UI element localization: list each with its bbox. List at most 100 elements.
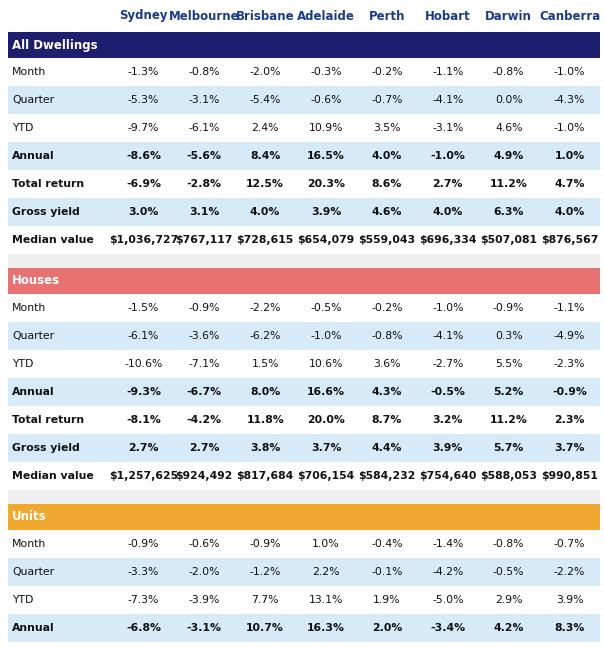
Text: 2.2%: 2.2%: [312, 567, 340, 577]
Text: -4.2%: -4.2%: [187, 415, 222, 425]
Text: -1.0%: -1.0%: [554, 123, 585, 133]
Text: 2.7%: 2.7%: [189, 443, 220, 453]
Text: 3.8%: 3.8%: [250, 443, 280, 453]
Text: 7.7%: 7.7%: [251, 595, 279, 605]
Bar: [8, 462, 600, 490]
Text: -3.9%: -3.9%: [188, 595, 220, 605]
Text: $696,334: $696,334: [419, 235, 477, 245]
Bar: [8, 198, 600, 226]
Text: 16.5%: 16.5%: [307, 151, 345, 161]
Text: $767,117: $767,117: [176, 235, 233, 245]
Text: $588,053: $588,053: [480, 471, 537, 481]
Text: -1.0%: -1.0%: [310, 331, 342, 341]
Text: 3.7%: 3.7%: [554, 443, 585, 453]
Text: 2.3%: 2.3%: [554, 415, 585, 425]
Text: 5.2%: 5.2%: [493, 387, 524, 397]
Text: -0.7%: -0.7%: [554, 539, 585, 549]
Text: -1.2%: -1.2%: [249, 567, 281, 577]
Text: 0.0%: 0.0%: [495, 95, 522, 105]
Bar: [8, 614, 600, 642]
Bar: [8, 490, 600, 504]
Text: 20.0%: 20.0%: [307, 415, 345, 425]
Text: $1,036,727: $1,036,727: [109, 235, 178, 245]
Text: $559,043: $559,043: [358, 235, 416, 245]
Text: -4.1%: -4.1%: [432, 95, 463, 105]
Text: 1.5%: 1.5%: [251, 359, 279, 369]
Text: 3.2%: 3.2%: [432, 415, 463, 425]
Text: -0.3%: -0.3%: [310, 67, 342, 77]
Text: 11.8%: 11.8%: [246, 415, 284, 425]
Text: 2.7%: 2.7%: [432, 179, 463, 189]
Text: 3.0%: 3.0%: [128, 207, 159, 217]
Text: -0.5%: -0.5%: [431, 387, 465, 397]
Text: -7.1%: -7.1%: [188, 359, 220, 369]
Text: Canberra: Canberra: [539, 10, 600, 23]
Text: Total return: Total return: [12, 415, 84, 425]
Text: -6.8%: -6.8%: [126, 623, 161, 633]
Text: -0.8%: -0.8%: [188, 67, 220, 77]
Text: 8.4%: 8.4%: [250, 151, 280, 161]
Text: 16.3%: 16.3%: [307, 623, 345, 633]
Text: Quarter: Quarter: [12, 95, 54, 105]
Text: -3.4%: -3.4%: [430, 623, 465, 633]
Text: 20.3%: 20.3%: [307, 179, 345, 189]
Text: 8.0%: 8.0%: [250, 387, 280, 397]
Text: -9.3%: -9.3%: [126, 387, 161, 397]
Text: -1.1%: -1.1%: [554, 303, 585, 313]
Text: -0.8%: -0.8%: [371, 331, 403, 341]
Bar: [8, 114, 600, 142]
Text: $584,232: $584,232: [358, 471, 416, 481]
Text: 4.6%: 4.6%: [371, 207, 402, 217]
Text: Quarter: Quarter: [12, 331, 54, 341]
Text: 13.1%: 13.1%: [309, 595, 343, 605]
Text: 1.9%: 1.9%: [373, 595, 400, 605]
Text: $817,684: $817,684: [237, 471, 294, 481]
Text: 3.9%: 3.9%: [311, 207, 341, 217]
Text: -1.3%: -1.3%: [128, 67, 159, 77]
Bar: [8, 226, 600, 254]
Bar: [8, 378, 600, 406]
Text: 4.3%: 4.3%: [371, 387, 402, 397]
Text: -2.2%: -2.2%: [554, 567, 585, 577]
Text: -6.1%: -6.1%: [128, 331, 159, 341]
Text: -0.2%: -0.2%: [371, 67, 403, 77]
Text: -5.0%: -5.0%: [432, 595, 463, 605]
Text: Melbourne: Melbourne: [169, 10, 240, 23]
Bar: [8, 268, 600, 294]
Text: 2.4%: 2.4%: [251, 123, 279, 133]
Text: 8.6%: 8.6%: [371, 179, 402, 189]
Text: YTD: YTD: [12, 595, 33, 605]
Text: 2.9%: 2.9%: [495, 595, 522, 605]
Text: Brisbane: Brisbane: [236, 10, 295, 23]
Text: $728,615: $728,615: [237, 235, 294, 245]
Text: Gross yield: Gross yield: [12, 443, 80, 453]
Text: -0.1%: -0.1%: [371, 567, 403, 577]
Text: -5.6%: -5.6%: [187, 151, 222, 161]
Text: -0.2%: -0.2%: [371, 303, 403, 313]
Text: 6.3%: 6.3%: [493, 207, 524, 217]
Text: $706,154: $706,154: [297, 471, 355, 481]
Text: $924,492: $924,492: [176, 471, 233, 481]
Text: $990,851: $990,851: [541, 471, 598, 481]
Bar: [8, 558, 600, 586]
Text: 3.5%: 3.5%: [373, 123, 400, 133]
Text: -0.7%: -0.7%: [371, 95, 403, 105]
Text: -1.1%: -1.1%: [432, 67, 463, 77]
Text: 3.6%: 3.6%: [373, 359, 400, 369]
Bar: [8, 586, 600, 614]
Text: -0.9%: -0.9%: [188, 303, 220, 313]
Text: -0.9%: -0.9%: [493, 303, 524, 313]
Text: 4.0%: 4.0%: [250, 207, 280, 217]
Text: 8.7%: 8.7%: [371, 415, 402, 425]
Text: 3.9%: 3.9%: [432, 443, 463, 453]
Text: -6.1%: -6.1%: [188, 123, 220, 133]
Text: -1.0%: -1.0%: [554, 67, 585, 77]
Text: YTD: YTD: [12, 359, 33, 369]
Text: -2.8%: -2.8%: [187, 179, 222, 189]
Text: -8.6%: -8.6%: [126, 151, 161, 161]
Text: -6.7%: -6.7%: [187, 387, 222, 397]
Text: 11.2%: 11.2%: [490, 415, 528, 425]
Text: $1,257,625: $1,257,625: [109, 471, 178, 481]
Text: 4.4%: 4.4%: [371, 443, 402, 453]
Text: -0.6%: -0.6%: [310, 95, 342, 105]
